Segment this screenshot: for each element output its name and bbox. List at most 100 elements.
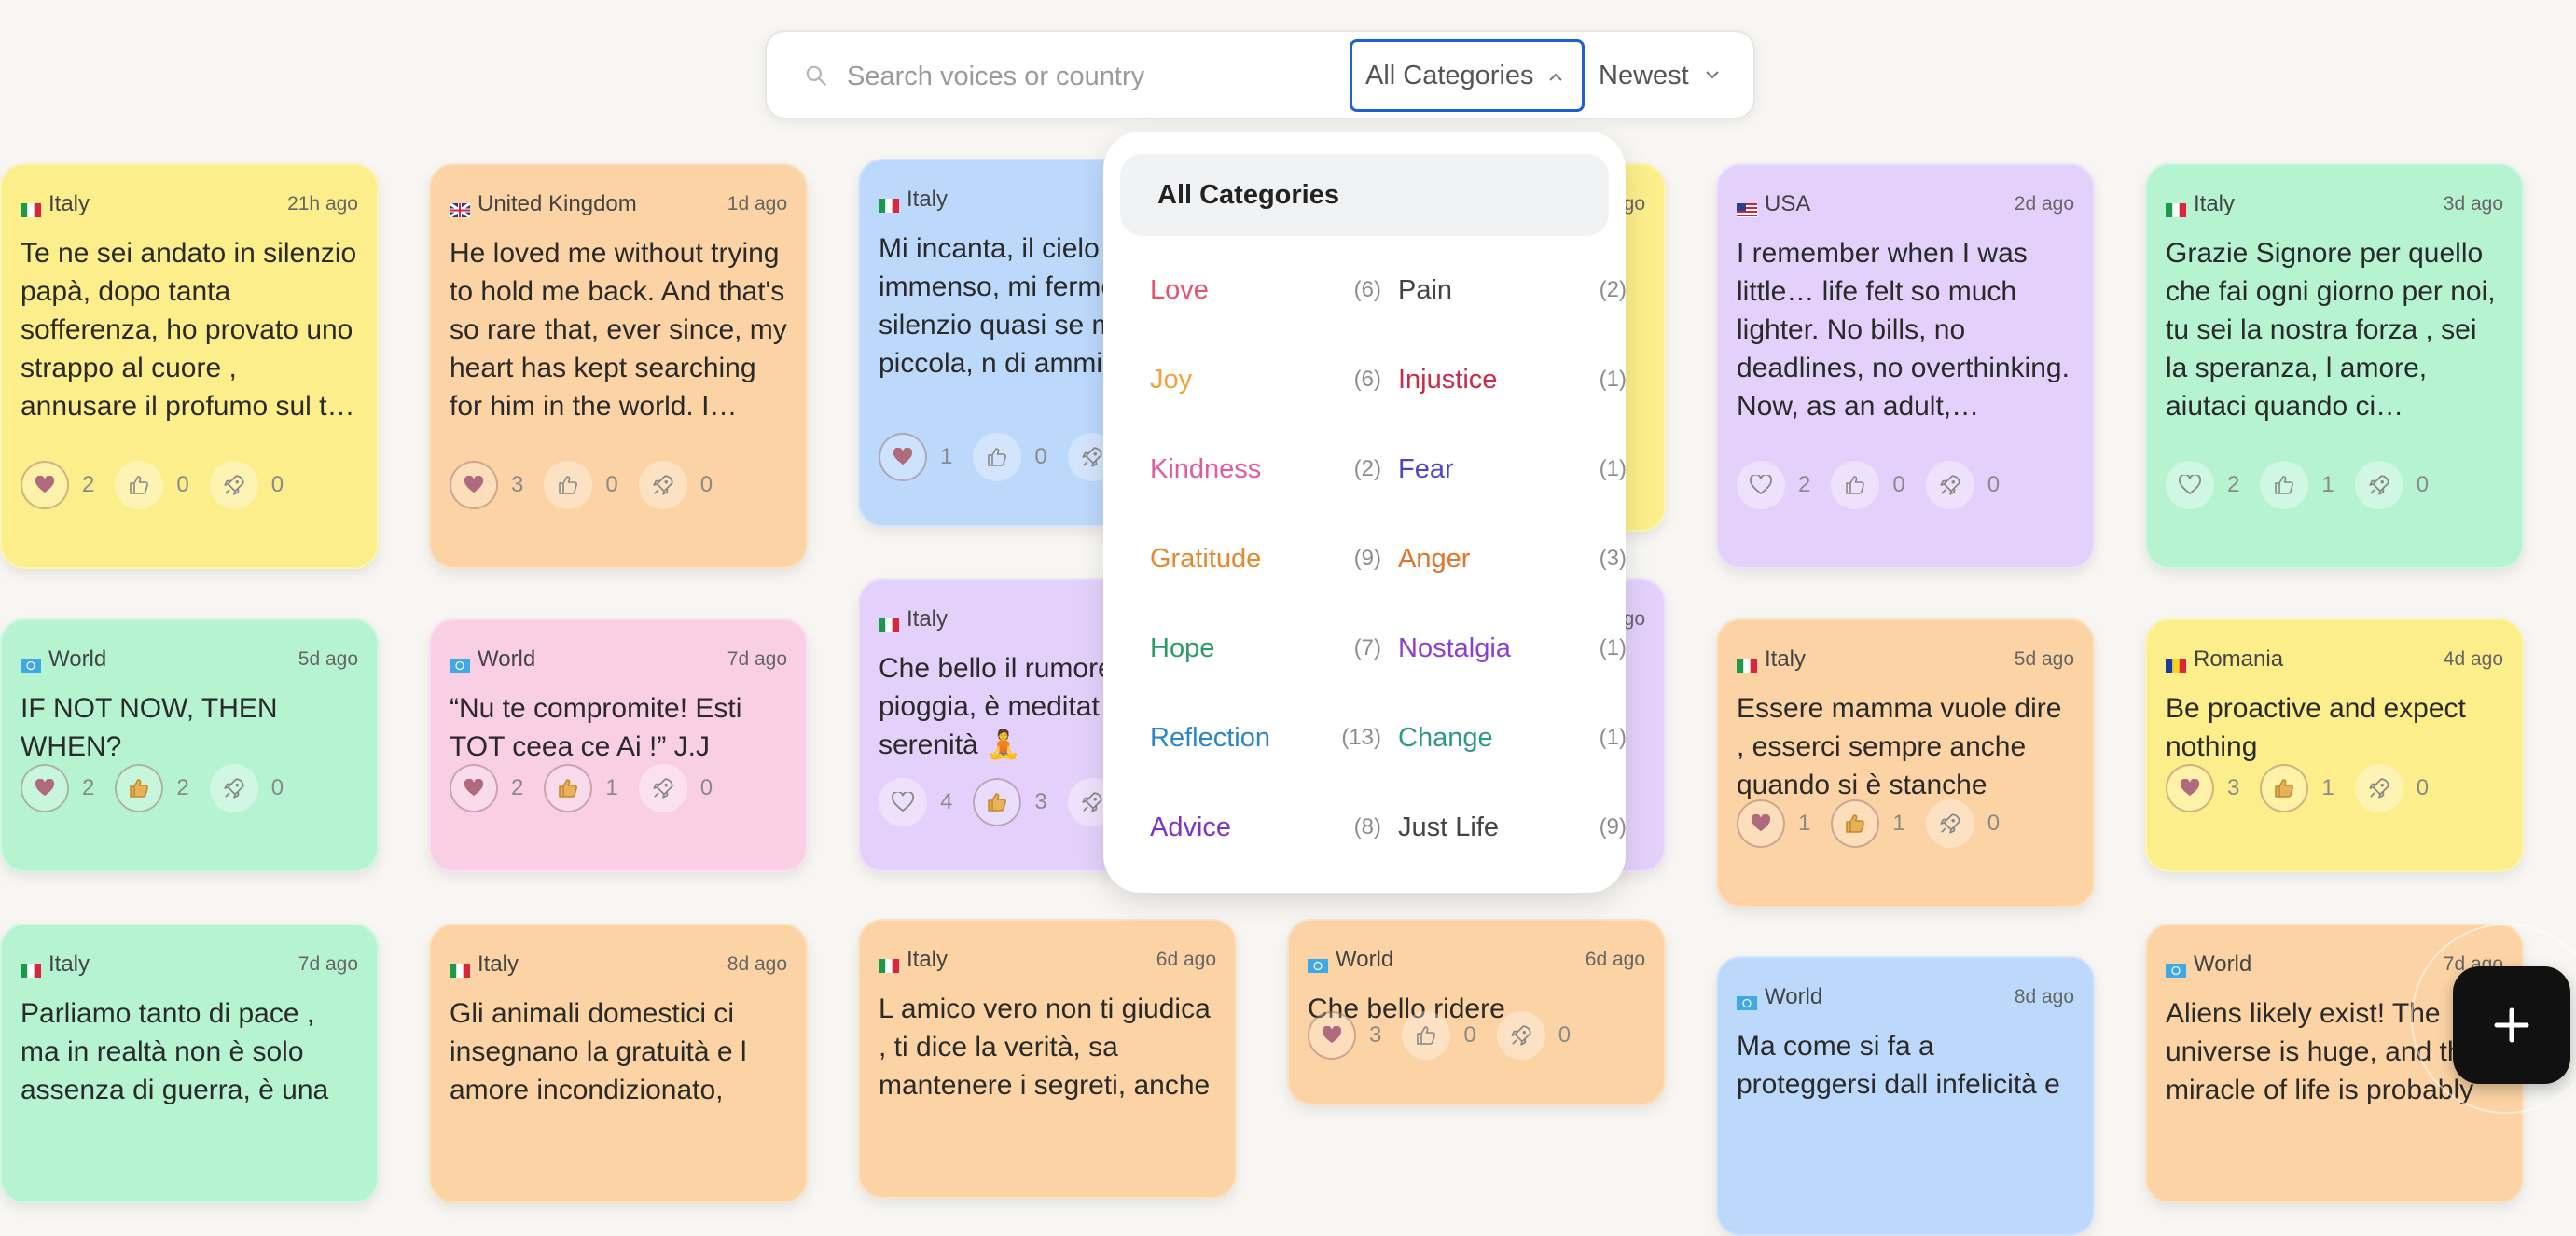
dropdown-option-gratitude[interactable]: Gratitude (9) bbox=[1150, 531, 1381, 587]
card-country: Italy bbox=[1765, 646, 1807, 672]
option-label: Injustice bbox=[1398, 364, 1498, 395]
dropdown-option-hope[interactable]: Hope (7) bbox=[1150, 620, 1381, 676]
heart-action: 2 bbox=[21, 764, 94, 812]
heart-button[interactable] bbox=[1737, 799, 1785, 848]
rocket-button[interactable] bbox=[209, 764, 258, 812]
rocket-button[interactable] bbox=[2354, 461, 2403, 509]
like-button[interactable] bbox=[1402, 1011, 1451, 1060]
card-country: World bbox=[2194, 951, 2252, 977]
heart-button[interactable] bbox=[2166, 764, 2214, 812]
card-country: World bbox=[478, 646, 536, 672]
heart-button[interactable] bbox=[450, 764, 498, 812]
card-country: Italy bbox=[48, 951, 90, 977]
voice-card[interactable]: World 6d ago Che bello ridere 3 0 0 bbox=[1287, 919, 1666, 1105]
card-timestamp: 5d ago bbox=[298, 648, 358, 670]
card-location: USA bbox=[1737, 191, 1810, 217]
dropdown-option-kindness[interactable]: Kindness (2) bbox=[1150, 441, 1381, 497]
heart-button[interactable] bbox=[879, 433, 927, 481]
rocket-button[interactable] bbox=[1496, 1011, 1545, 1060]
dropdown-option-injustice[interactable]: Injustice (1) bbox=[1398, 352, 1627, 408]
rocket-button[interactable] bbox=[638, 764, 687, 812]
option-count: (2) bbox=[1599, 277, 1627, 302]
dropdown-option-pain[interactable]: Pain (2) bbox=[1398, 262, 1627, 318]
voice-card[interactable]: United Kingdom 1d ago He loved me without … bbox=[429, 163, 808, 569]
option-label: Change bbox=[1398, 722, 1493, 753]
flag-icon bbox=[21, 958, 41, 978]
dropdown-option-fear[interactable]: Fear (1) bbox=[1398, 441, 1627, 497]
voice-card[interactable]: Italy 7d ago Parliamo tanto di pace , ma i… bbox=[0, 924, 379, 1203]
like-button[interactable] bbox=[1831, 461, 1880, 509]
heart-button[interactable] bbox=[2166, 461, 2214, 509]
like-button[interactable] bbox=[2260, 764, 2309, 812]
voice-card[interactable]: Italy 3d ago Grazie Signore per quello che… bbox=[2145, 163, 2524, 569]
voice-card[interactable]: Italy 6d ago L amico vero non ti giudica ,… bbox=[858, 919, 1237, 1199]
heart-count: 3 bbox=[2227, 775, 2240, 800]
heart-icon bbox=[35, 779, 55, 797]
heart-button[interactable] bbox=[450, 461, 498, 509]
voice-card[interactable]: Italy 21h ago Te ne sei andato in silenzio… bbox=[0, 163, 379, 569]
option-count: (9) bbox=[1599, 814, 1627, 840]
option-label: Joy bbox=[1150, 364, 1193, 395]
card-text: I remember when I was little… life felt … bbox=[1737, 238, 2070, 422]
dropdown-option-all-categories[interactable]: All Categories bbox=[1120, 154, 1609, 236]
add-voice-button[interactable] bbox=[2453, 966, 2570, 1084]
rocket-button[interactable] bbox=[2354, 764, 2403, 812]
like-button[interactable] bbox=[973, 778, 1022, 826]
dropdown-option-nostalgia[interactable]: Nostalgia (1) bbox=[1398, 620, 1627, 676]
voice-card[interactable]: World 7d ago “Nu te compromite! Esti TOT c… bbox=[429, 618, 808, 872]
voice-card[interactable]: Romania 4d ago Be proactive and expect not… bbox=[2145, 618, 2524, 872]
voice-card[interactable]: World 8d ago Ma come si fa a proteggersi d… bbox=[1716, 956, 2095, 1236]
like-button[interactable] bbox=[115, 461, 164, 509]
dropdown-option-change[interactable]: Change (1) bbox=[1398, 710, 1627, 766]
dropdown-option-reflection[interactable]: Reflection (13) bbox=[1150, 710, 1381, 766]
heart-button[interactable] bbox=[21, 461, 69, 509]
card-country: Italy bbox=[48, 191, 90, 216]
card-header: go bbox=[1308, 606, 1645, 632]
card-header: World 7d ago bbox=[450, 646, 787, 673]
card-header: USA 2d ago bbox=[1737, 191, 2074, 217]
like-button[interactable] bbox=[1831, 799, 1880, 848]
option-label: Anger bbox=[1398, 543, 1471, 574]
search-input[interactable] bbox=[845, 49, 1324, 104]
rocket-icon bbox=[653, 475, 673, 495]
card-header: Italy bbox=[879, 606, 1216, 632]
rocket-button[interactable] bbox=[1925, 461, 1974, 509]
heart-button[interactable] bbox=[21, 764, 69, 812]
rocket-button[interactable] bbox=[209, 461, 258, 509]
flag-icon bbox=[21, 198, 41, 217]
heart-button[interactable] bbox=[1308, 1011, 1356, 1060]
rocket-button[interactable] bbox=[638, 461, 687, 509]
voice-card[interactable]: Italy 5d ago Essere mamma vuole dire , ess… bbox=[1716, 618, 2095, 908]
like-button[interactable] bbox=[973, 433, 1022, 481]
dropdown-option-just-life[interactable]: Just Life (9) bbox=[1398, 799, 1627, 855]
like-button[interactable] bbox=[2260, 461, 2309, 509]
like-icon bbox=[130, 476, 149, 494]
like-action: 0 bbox=[544, 461, 618, 509]
dropdown-option-joy[interactable]: Joy (6) bbox=[1150, 352, 1381, 408]
like-button[interactable] bbox=[544, 764, 593, 812]
card-actions: 3 0 0 bbox=[450, 461, 733, 509]
sort-select[interactable]: Newest bbox=[1599, 39, 1748, 112]
rocket-count: 0 bbox=[270, 472, 284, 497]
voice-card[interactable]: USA 2d ago I remember when I was little… l… bbox=[1716, 163, 2095, 569]
category-select[interactable]: All Categories bbox=[1350, 39, 1585, 112]
like-count: 2 bbox=[176, 775, 189, 800]
rocket-count: 0 bbox=[1987, 472, 2001, 497]
card-country: USA bbox=[1765, 191, 1811, 216]
heart-action: 2 bbox=[450, 764, 523, 812]
voice-card[interactable]: World 5d ago IF NOT NOW, THEN WHEN? 2 2 0 bbox=[0, 618, 379, 872]
heart-button[interactable] bbox=[1737, 461, 1785, 509]
heart-button[interactable] bbox=[879, 778, 927, 826]
chevron-up-icon bbox=[1549, 73, 1562, 81]
dropdown-option-anger[interactable]: Anger (3) bbox=[1398, 531, 1627, 587]
like-button[interactable] bbox=[544, 461, 593, 509]
heart-count: 2 bbox=[1798, 472, 1811, 497]
option-count: (3) bbox=[1599, 546, 1627, 571]
like-button[interactable] bbox=[115, 764, 164, 812]
dropdown-option-advice[interactable]: Advice (8) bbox=[1150, 799, 1381, 855]
voice-card[interactable]: Italy 8d ago Gli animali domestici ci inse… bbox=[429, 924, 808, 1203]
heart-action: 3 bbox=[2166, 764, 2239, 812]
heart-icon bbox=[1322, 1026, 1342, 1044]
dropdown-option-love[interactable]: Love (6) bbox=[1150, 262, 1381, 318]
rocket-button[interactable] bbox=[1925, 799, 1974, 848]
